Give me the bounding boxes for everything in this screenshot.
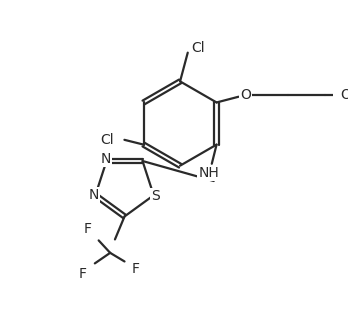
Text: F: F	[78, 267, 86, 281]
Text: N: N	[88, 188, 98, 202]
Text: N: N	[100, 152, 111, 166]
Text: F: F	[84, 222, 92, 236]
Text: Cl: Cl	[191, 41, 205, 55]
Text: F: F	[132, 262, 140, 276]
Text: Cl: Cl	[100, 133, 114, 147]
Text: O: O	[240, 88, 251, 102]
Text: NH: NH	[199, 166, 219, 180]
Text: S: S	[151, 189, 160, 203]
Text: O: O	[340, 88, 348, 102]
